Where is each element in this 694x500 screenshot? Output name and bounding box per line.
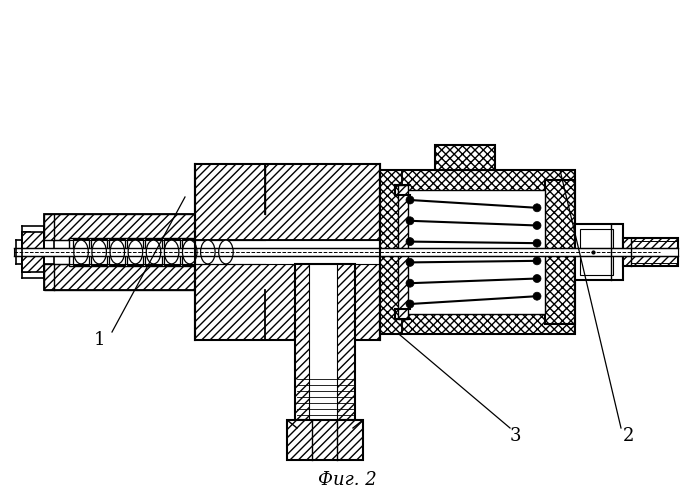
Text: 3: 3: [509, 427, 520, 445]
Bar: [69, 238, 238, 266]
Circle shape: [406, 196, 414, 204]
Bar: [380, 266, 575, 334]
Bar: [22, 232, 30, 272]
Bar: [73, 239, 89, 265]
Bar: [623, 238, 678, 266]
Bar: [109, 239, 126, 265]
Bar: [91, 239, 107, 265]
Bar: [309, 264, 337, 420]
Circle shape: [406, 217, 414, 225]
Bar: [623, 238, 678, 266]
Circle shape: [533, 239, 541, 247]
Bar: [164, 239, 180, 265]
Bar: [218, 239, 234, 265]
Bar: [44, 214, 265, 290]
Bar: [287, 420, 363, 460]
Bar: [182, 239, 198, 265]
Bar: [22, 232, 30, 272]
Text: Фиг. 2: Фиг. 2: [318, 471, 376, 489]
Bar: [337, 264, 355, 420]
Bar: [44, 264, 265, 290]
Bar: [380, 170, 575, 334]
Bar: [44, 240, 54, 264]
Bar: [200, 239, 216, 265]
Bar: [380, 170, 402, 334]
Ellipse shape: [146, 240, 161, 264]
Circle shape: [533, 257, 541, 265]
Bar: [14, 248, 678, 256]
Ellipse shape: [128, 240, 143, 264]
Ellipse shape: [219, 240, 233, 264]
Bar: [127, 239, 144, 265]
Ellipse shape: [183, 240, 197, 264]
Bar: [22, 232, 44, 272]
Bar: [235, 238, 260, 266]
Bar: [435, 145, 495, 170]
Bar: [380, 170, 575, 238]
Bar: [295, 264, 355, 420]
Bar: [545, 180, 575, 324]
Ellipse shape: [110, 240, 124, 264]
Circle shape: [406, 300, 414, 308]
Circle shape: [533, 274, 541, 282]
Circle shape: [406, 258, 414, 266]
Bar: [580, 229, 613, 275]
Ellipse shape: [201, 240, 215, 264]
Circle shape: [533, 292, 541, 300]
Text: 2: 2: [623, 427, 635, 445]
Bar: [195, 164, 380, 240]
Text: 1: 1: [94, 331, 105, 349]
Bar: [435, 145, 495, 170]
Bar: [402, 190, 545, 314]
Bar: [295, 264, 327, 420]
Circle shape: [406, 279, 414, 287]
Bar: [195, 264, 380, 340]
Bar: [146, 239, 162, 265]
Ellipse shape: [74, 240, 88, 264]
Bar: [575, 224, 623, 280]
Circle shape: [533, 204, 541, 212]
Bar: [195, 164, 380, 340]
Bar: [44, 214, 265, 240]
Bar: [545, 180, 575, 324]
Circle shape: [406, 238, 414, 246]
Bar: [398, 185, 408, 319]
Ellipse shape: [164, 240, 179, 264]
Ellipse shape: [92, 240, 106, 264]
Bar: [30, 236, 44, 268]
Circle shape: [533, 222, 541, 230]
Bar: [195, 240, 380, 264]
